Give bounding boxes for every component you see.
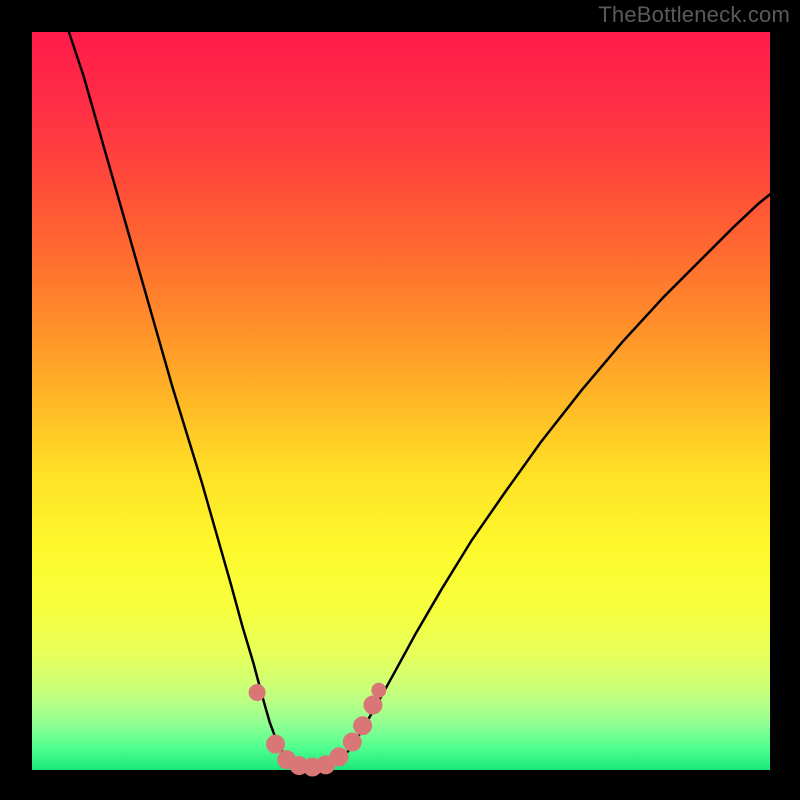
highlight-marker (267, 735, 285, 753)
highlight-marker (372, 683, 386, 697)
highlight-marker (343, 733, 361, 751)
bottleneck-curve-chart (0, 0, 800, 800)
watermark-text: TheBottleneck.com (598, 2, 790, 28)
highlight-marker (249, 685, 265, 701)
highlight-marker (354, 717, 372, 735)
highlight-marker (364, 696, 382, 714)
chart-container: TheBottleneck.com (0, 0, 800, 800)
highlight-marker (330, 748, 348, 766)
